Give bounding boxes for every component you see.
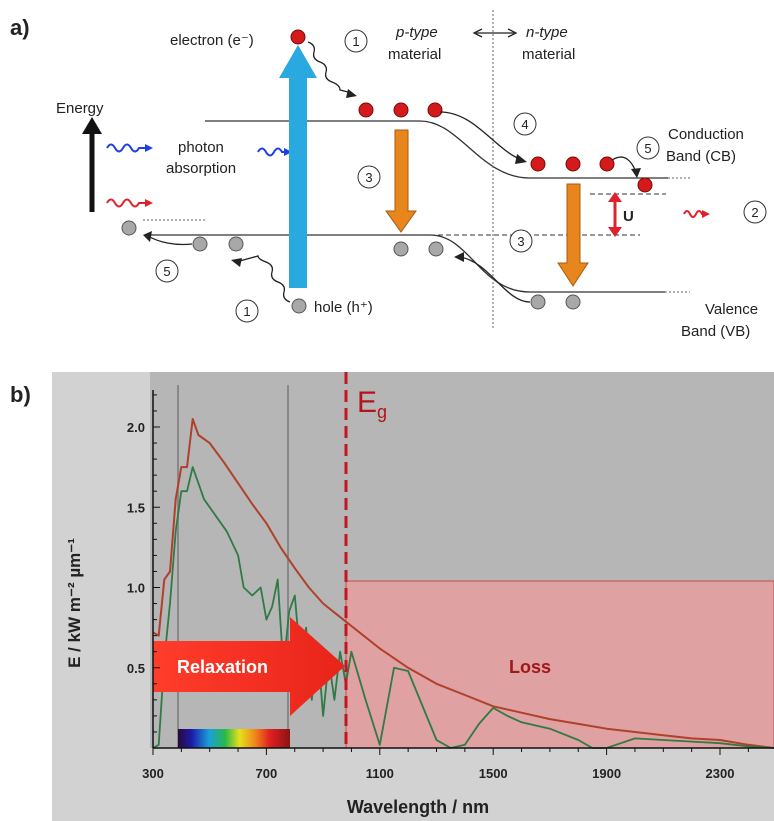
step-number: 3 [517, 234, 524, 249]
bandgap-symbol: E [357, 386, 377, 419]
n-material-label: material [522, 46, 575, 63]
valence-label-2: Band (VB) [681, 323, 750, 340]
double-arrow [472, 28, 518, 38]
energy-arrow-head [82, 117, 102, 134]
y-ticks: 0.5 1.0 1.5 2.0 [127, 394, 160, 733]
step-number: 5 [644, 141, 651, 156]
relaxation-label: Relaxation [177, 657, 268, 677]
absorption-label: absorption [166, 160, 236, 177]
p-type-label: p-type [395, 24, 438, 41]
step-marker: 3 [509, 229, 533, 253]
panel-b-label: b) [10, 382, 31, 407]
photon-label: photon [178, 139, 224, 156]
conduction-electrons [358, 102, 653, 193]
panel-a: a) Energy photon absorption [10, 10, 767, 340]
step-marker: 1 [235, 299, 259, 323]
relaxation-arrow [153, 617, 345, 716]
transfer-arrow-vb [459, 256, 531, 303]
y-axis-title: E / kW m⁻² µm⁻¹ [65, 538, 84, 668]
energy-label: Energy [56, 100, 104, 117]
step-marker: 1 [344, 29, 368, 53]
absorption-arrow [279, 45, 317, 288]
x-tick-label: 300 [142, 766, 164, 781]
step-number: 3 [365, 170, 372, 185]
step-number: 4 [521, 117, 528, 132]
y-tick-label: 1.0 [127, 581, 145, 596]
transfer-arrow-cb [439, 111, 523, 161]
x-tick-label: 1100 [366, 766, 394, 781]
series-line-surface [152, 466, 774, 749]
escape-arrow-vb [147, 235, 193, 246]
relaxation-wiggle-bottom [235, 255, 291, 303]
hole-label: hole (h⁺) [314, 299, 373, 316]
conduction-label: Conduction [668, 126, 744, 143]
conduction-label-2: Band (CB) [666, 148, 736, 165]
panel-b: b) Relaxation Eg Loss 0.5 1.0 1.5 2.0 300 70… [10, 372, 774, 821]
dotted-lines [143, 10, 690, 330]
recombination-arrow-p [385, 129, 417, 233]
panel-a-label: a) [10, 15, 30, 40]
blue-photon-right [257, 147, 286, 157]
p-material-label: material [388, 46, 441, 63]
step-number: 2 [751, 205, 758, 220]
n-type-label: n-type [526, 24, 568, 41]
y-tick-label: 0.5 [127, 661, 145, 676]
step-marker: 3 [357, 165, 381, 189]
step-marker: 5 [636, 136, 660, 160]
band-lines [150, 120, 668, 293]
relaxation-wiggle-top [307, 41, 353, 94]
series-line-extraterrestrial [152, 418, 774, 749]
electron-dot [290, 29, 306, 45]
step-marker: 4 [513, 112, 537, 136]
blue-photon-left [106, 143, 147, 153]
valence-holes [121, 220, 581, 314]
x-axis-title: Wavelength / nm [347, 797, 489, 817]
x-tick-label: 1900 [592, 766, 621, 781]
x-ticks: 300 700 1100 1500 1900 2300 [142, 748, 749, 781]
valence-label: Valence [705, 301, 758, 318]
step-number: 1 [352, 34, 359, 49]
recombination-arrow-n [557, 183, 589, 287]
x-tick-label: 2300 [706, 766, 735, 781]
y-tick-label: 2.0 [127, 420, 145, 435]
bandgap-subscript: g [377, 402, 387, 422]
step-marker: 5 [155, 259, 179, 283]
red-photon-left [106, 198, 147, 208]
x-tick-label: 700 [256, 766, 278, 781]
red-photon-right [683, 210, 704, 218]
step-number: 1 [243, 304, 250, 319]
dashed-lines [430, 193, 666, 236]
plot-series [152, 418, 774, 749]
y-tick-label: 1.5 [127, 500, 145, 515]
u-label: U [623, 208, 634, 225]
x-tick-label: 1500 [479, 766, 508, 781]
loss-label: Loss [509, 657, 551, 677]
visible-spectrum-bar [178, 729, 290, 748]
step-marker: 2 [743, 200, 767, 224]
loss-region [345, 580, 774, 749]
step-number: 5 [163, 264, 170, 279]
electron-label: electron (e⁻) [170, 32, 254, 49]
bandgap-label: Eg [357, 386, 387, 422]
